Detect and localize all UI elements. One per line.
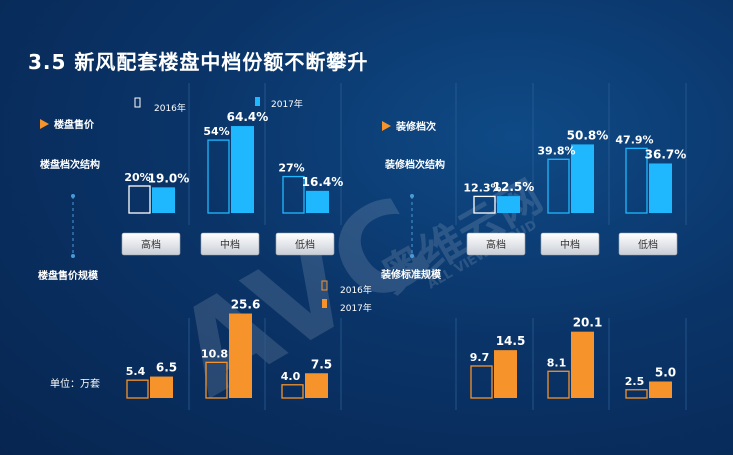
legend-2017-label: 2017年 xyxy=(271,98,303,110)
page-title: 3.5 新风配套楼盘中档份额不断攀升 xyxy=(28,50,369,74)
bar-2016 xyxy=(625,147,648,214)
data-label-2016: 8.1 xyxy=(547,356,567,369)
data-label-2017: 14.5 xyxy=(496,334,526,348)
data-label-2017: 20.1 xyxy=(573,316,603,330)
bar-2017 xyxy=(494,350,517,398)
bar-2016 xyxy=(470,365,493,399)
bar-2017 xyxy=(150,376,173,398)
bar-2017 xyxy=(571,144,594,213)
data-label-2017: 36.7% xyxy=(645,147,687,161)
bar-2016 xyxy=(282,175,305,214)
bar-2016 xyxy=(281,384,304,399)
data-label-2016: 4.0 xyxy=(281,370,301,383)
left-header-label: 楼盘售价 xyxy=(54,118,95,131)
category-label: 中档 xyxy=(560,238,580,251)
bar-2017 xyxy=(649,381,672,398)
data-label-2017: 16.4% xyxy=(302,175,344,189)
category-button xyxy=(618,232,678,256)
data-label-2017: 19.0% xyxy=(148,171,190,185)
data-label-2016: 9.7 xyxy=(470,351,490,364)
category-label: 中档 xyxy=(220,238,240,251)
left-scale-label: 楼盘售价规模 xyxy=(38,269,99,282)
category-label: 低档 xyxy=(638,238,658,251)
bar-2017 xyxy=(305,373,328,398)
bar-2016 xyxy=(625,389,648,399)
data-label-2017: 64.4% xyxy=(227,110,269,124)
bar-2017 xyxy=(152,187,175,213)
bar-2016 xyxy=(547,158,570,214)
watermark: AVC 奥维云网 ALL VIEW CLOUD xyxy=(154,171,551,424)
bar-2016 xyxy=(205,361,228,399)
data-label-2016: 12.3% xyxy=(463,181,501,194)
legend-2016-swatch xyxy=(321,280,328,291)
play-icon xyxy=(40,119,49,129)
bar-2017 xyxy=(229,313,252,398)
legend-2016-label: 2016年 xyxy=(154,102,186,114)
legend-2017-swatch xyxy=(255,97,260,106)
unit-label: 单位：万套 xyxy=(50,377,100,390)
bar-2017 xyxy=(571,331,594,398)
category-button xyxy=(466,232,526,256)
play-icon xyxy=(382,121,391,131)
category-button xyxy=(121,232,181,256)
legend-2017-label: 2017年 xyxy=(340,302,372,314)
category-button xyxy=(275,232,335,256)
right-structure-label: 装修档次结构 xyxy=(384,158,445,171)
category-button xyxy=(540,232,600,256)
category-label: 低档 xyxy=(295,238,315,251)
right-connector-dot-top xyxy=(410,194,414,198)
data-label-2017: 50.8% xyxy=(567,128,609,142)
data-label-2017: 5.0 xyxy=(655,366,676,380)
data-label-2016: 10.8 xyxy=(201,347,228,360)
data-label-2016: 54% xyxy=(203,125,229,138)
right-header-label: 装修档次 xyxy=(395,120,436,133)
data-label-2017: 7.5 xyxy=(311,357,332,371)
legend-2017-swatch xyxy=(322,299,327,308)
right-connector-dot-bottom xyxy=(410,254,414,258)
data-label-2016: 27% xyxy=(278,162,304,175)
data-label-2016: 47.9% xyxy=(615,133,653,146)
bar-2016 xyxy=(207,139,230,214)
left-connector-dot-bottom xyxy=(71,254,75,258)
category-button xyxy=(200,232,260,256)
bar-2017 xyxy=(231,126,254,213)
legend-2016-label: 2016年 xyxy=(340,284,372,296)
data-label-2016: 39.8% xyxy=(537,144,575,157)
panel-dividers xyxy=(188,83,687,410)
data-label-2016: 5.4 xyxy=(126,365,146,378)
category-label: 高档 xyxy=(486,238,506,251)
data-label-2016: 20% xyxy=(124,171,150,184)
left-connector-dot-top xyxy=(71,194,75,198)
bar-2016 xyxy=(126,379,149,399)
bar-2016 xyxy=(473,195,496,214)
category-label: 高档 xyxy=(141,238,161,251)
bar-2017 xyxy=(649,163,672,213)
data-label-2016: 2.5 xyxy=(625,375,645,388)
legend-2016-swatch xyxy=(134,97,141,108)
bar-2017 xyxy=(497,196,520,213)
bar-2016 xyxy=(547,370,570,399)
bar-2017 xyxy=(306,190,329,213)
left-structure-label: 楼盘档次结构 xyxy=(40,158,100,171)
data-label-2017: 6.5 xyxy=(156,361,177,375)
right-scale-label: 装修标准规模 xyxy=(380,268,442,281)
bar-2016 xyxy=(128,185,151,214)
data-label-2017: 12.5% xyxy=(493,180,535,194)
data-label-2017: 25.6 xyxy=(231,298,261,312)
